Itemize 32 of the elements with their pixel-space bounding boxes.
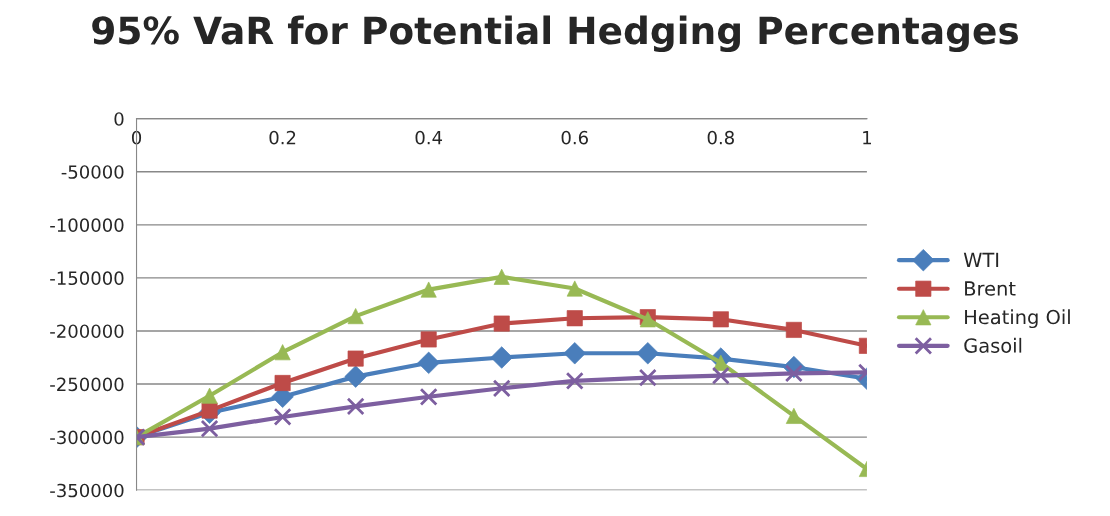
x-tick-label: 0	[131, 130, 142, 145]
y-tick-label: -200000	[50, 324, 124, 339]
point	[419, 387, 438, 406]
legend-label: Gasoil	[964, 337, 1022, 353]
legend-label: Heating Oil	[965, 309, 1070, 329]
point	[563, 342, 586, 365]
point	[711, 366, 730, 385]
y-tick-label: -250000	[50, 377, 124, 392]
legend-label: WTI	[963, 252, 999, 267]
point	[492, 379, 511, 398]
chart-title: 95% VaR for Potential Hedging Percentages	[92, 15, 1018, 53]
y-tick-label: -350000	[50, 483, 124, 498]
point	[346, 397, 365, 416]
x-tick-label: 0.4	[415, 130, 443, 145]
point	[347, 308, 364, 325]
point	[273, 407, 292, 426]
y-tick-label: -50000	[61, 165, 124, 179]
y-tick-label: -300000	[50, 430, 124, 445]
point	[638, 368, 657, 387]
x-tick-label: 0.2	[269, 130, 296, 145]
x-tick-label: 1	[863, 131, 871, 145]
point	[200, 419, 219, 438]
point	[565, 371, 584, 390]
point	[785, 407, 802, 424]
y-tick-label: -150000	[50, 271, 124, 286]
y-tick-label: 0	[114, 112, 124, 126]
x-tick-label: 0.6	[561, 130, 588, 145]
x-tick-label: 0.8	[707, 130, 734, 145]
point	[274, 344, 291, 361]
point	[784, 364, 803, 383]
y-tick-label: -100000	[50, 218, 124, 232]
legend-label: Brent	[965, 281, 1016, 296]
